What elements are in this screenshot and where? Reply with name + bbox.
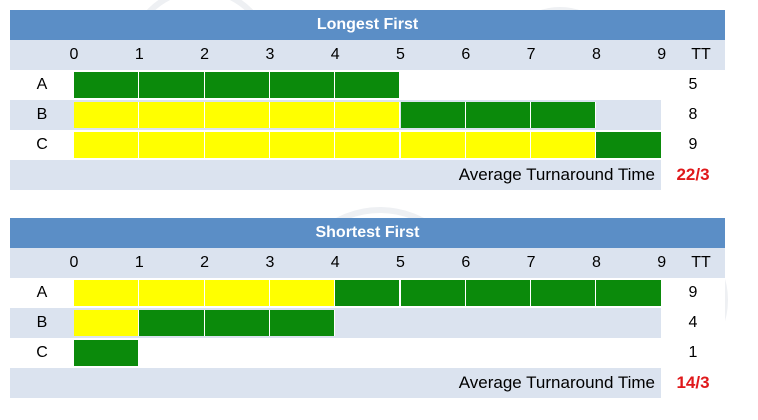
- tick-label-3: 3: [265, 254, 275, 271]
- waiting-cell: [531, 132, 597, 158]
- turnaround-value: 9: [661, 130, 725, 160]
- running-cell: [204, 72, 270, 98]
- tick-label-2: 2: [200, 46, 210, 63]
- tick-label-6: 6: [461, 254, 471, 271]
- waiting-cell: [269, 102, 336, 128]
- running-cell: [465, 102, 532, 128]
- process-label: B: [10, 100, 74, 130]
- waiting-cell: [269, 280, 336, 306]
- tick-label-0: 0: [69, 46, 79, 63]
- waiting-cell: [204, 132, 270, 158]
- average-row: Average Turnaround Time 22/3: [10, 160, 725, 190]
- tick-label-9: 9: [657, 254, 667, 271]
- running-cell: [139, 72, 205, 98]
- turnaround-value: 1: [661, 338, 725, 368]
- running-cell: [531, 102, 597, 128]
- waiting-cell: [204, 280, 270, 306]
- running-cell: [204, 310, 270, 336]
- waiting-cell: [335, 132, 401, 158]
- running-cell: [596, 132, 662, 158]
- waiting-cell: [400, 132, 466, 158]
- waiting-cell: [139, 102, 205, 128]
- tick-label-5: 5: [396, 46, 405, 63]
- tick-label-1: 1: [134, 46, 144, 63]
- tick-label-8: 8: [591, 254, 601, 271]
- tick-label-7: 7: [526, 46, 536, 63]
- tick-label-6: 6: [461, 46, 471, 63]
- running-cell: [74, 72, 140, 98]
- average-value: 22/3: [661, 160, 725, 190]
- waiting-cell: [74, 102, 140, 128]
- waiting-cell: [74, 310, 140, 336]
- tick-label-4: 4: [330, 46, 340, 63]
- running-cell: [400, 102, 466, 128]
- running-cell: [531, 280, 597, 306]
- waiting-cell: [139, 132, 205, 158]
- waiting-cell: [74, 280, 140, 306]
- tick-label-1: 1: [134, 254, 144, 271]
- tt-header: TT: [691, 46, 711, 63]
- panel-title: Shortest First: [10, 218, 725, 248]
- turnaround-value: 8: [661, 100, 725, 130]
- turnaround-value: 5: [661, 70, 725, 100]
- running-cell: [400, 280, 466, 306]
- running-cell: [335, 72, 401, 98]
- waiting-cell: [204, 102, 270, 128]
- panel-title: Longest First: [10, 10, 725, 40]
- tick-label-0: 0: [69, 254, 79, 271]
- waiting-cell: [465, 132, 532, 158]
- running-cell: [269, 72, 336, 98]
- average-value: 14/3: [661, 368, 725, 398]
- running-cell: [269, 310, 336, 336]
- tick-label-7: 7: [526, 254, 536, 271]
- tick-label-5: 5: [396, 254, 405, 271]
- average-label: Average Turnaround Time: [458, 165, 655, 184]
- tick-label-8: 8: [591, 46, 601, 63]
- waiting-cell: [269, 132, 336, 158]
- time-axis: 0 1 2 3 4 5 6 7 8 9 TT: [10, 40, 725, 70]
- running-cell: [465, 280, 532, 306]
- tick-label-9: 9: [657, 46, 667, 63]
- process-label: C: [10, 338, 74, 368]
- tick-label-2: 2: [200, 254, 210, 271]
- waiting-cell: [74, 132, 140, 158]
- average-label: Average Turnaround Time: [458, 373, 655, 392]
- waiting-cell: [139, 280, 205, 306]
- tick-label-3: 3: [265, 46, 275, 63]
- running-cell: [139, 310, 205, 336]
- process-label: B: [10, 308, 74, 338]
- process-label: A: [10, 278, 74, 308]
- turnaround-value: 4: [661, 308, 725, 338]
- running-cell: [596, 280, 662, 306]
- tt-header: TT: [691, 254, 711, 271]
- waiting-cell: [335, 102, 401, 128]
- process-label: A: [10, 70, 74, 100]
- average-row: Average Turnaround Time 14/3: [10, 368, 725, 398]
- turnaround-value: 9: [661, 278, 725, 308]
- tick-label-4: 4: [330, 254, 340, 271]
- running-cell: [335, 280, 401, 306]
- running-cell: [74, 340, 140, 366]
- process-label: C: [10, 130, 74, 160]
- time-axis: 0 1 2 3 4 5 6 7 8 9 TT: [10, 248, 725, 278]
